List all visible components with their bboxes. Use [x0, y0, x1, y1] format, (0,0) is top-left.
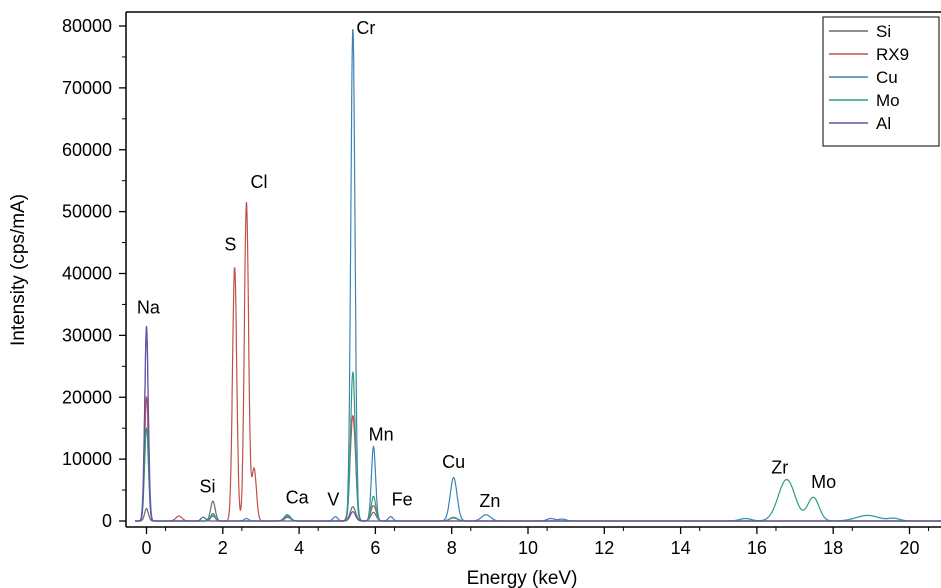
- peak-label-cu: Cu: [442, 452, 465, 472]
- y-tick-label: 0: [102, 511, 112, 531]
- peak-label-ca: Ca: [286, 488, 310, 508]
- x-tick-label: 16: [747, 538, 767, 558]
- legend: Si RX9 Cu Mo Al: [822, 16, 940, 147]
- x-tick-label: 18: [823, 538, 843, 558]
- plot-background: [126, 12, 941, 527]
- peak-label-s: S: [224, 235, 236, 255]
- y-tick-label: 40000: [62, 264, 112, 284]
- ticks-layer: 0 2 4 6 8 10 12 14 16 18 20 0 10000 20000 30000 40000 50…: [62, 16, 930, 558]
- peak-label-na: Na: [137, 298, 161, 318]
- peak-label-zr: Zr: [771, 457, 788, 477]
- legend-label-rx9: RX9: [876, 45, 909, 64]
- x-tick-label: 4: [294, 538, 304, 558]
- legend-items: Si RX9 Cu Mo Al: [829, 22, 909, 133]
- peak-label-v: V: [327, 490, 339, 510]
- y-tick-label: 20000: [62, 387, 112, 407]
- y-tick-label: 10000: [62, 449, 112, 469]
- x-tick-label: 0: [141, 538, 151, 558]
- y-tick-label: 30000: [62, 325, 112, 345]
- peak-annotations: Na Si S Cl Ca V Cr Mn Fe Cu Zn Zr Mo: [137, 18, 836, 511]
- peak-label-si: Si: [200, 477, 216, 497]
- x-tick-label: 10: [518, 538, 538, 558]
- y-tick-label: 60000: [62, 140, 112, 160]
- legend-label-al: Al: [876, 114, 891, 133]
- y-tick-label: 50000: [62, 202, 112, 222]
- x-tick-label: 8: [447, 538, 457, 558]
- x-axis-title: Energy (keV): [467, 568, 578, 588]
- legend-box: [822, 16, 940, 147]
- axes-layer: [125, 11, 941, 528]
- peak-label-zn: Zn: [479, 491, 500, 511]
- series-layer: [135, 29, 941, 522]
- y-tick-label: 80000: [62, 16, 112, 36]
- peak-label-mn: Mn: [369, 425, 394, 445]
- peak-label-mo: Mo: [811, 472, 836, 492]
- legend-label-si: Si: [876, 22, 891, 41]
- legend-label-cu: Cu: [876, 68, 898, 87]
- x-tick-label: 20: [899, 538, 919, 558]
- peak-label-cr: Cr: [356, 18, 375, 38]
- series-line-al: [135, 326, 941, 522]
- x-tick-label: 2: [218, 538, 228, 558]
- peak-label-fe: Fe: [392, 490, 413, 510]
- peak-label-cl: Cl: [251, 172, 268, 192]
- legend-label-mo: Mo: [876, 91, 900, 110]
- x-tick-label: 14: [671, 538, 691, 558]
- y-tick-label: 70000: [62, 78, 112, 98]
- x-tick-label: 6: [370, 538, 380, 558]
- x-tick-label: 12: [594, 538, 614, 558]
- y-axis-title: Intensity (cps/mA): [8, 194, 29, 346]
